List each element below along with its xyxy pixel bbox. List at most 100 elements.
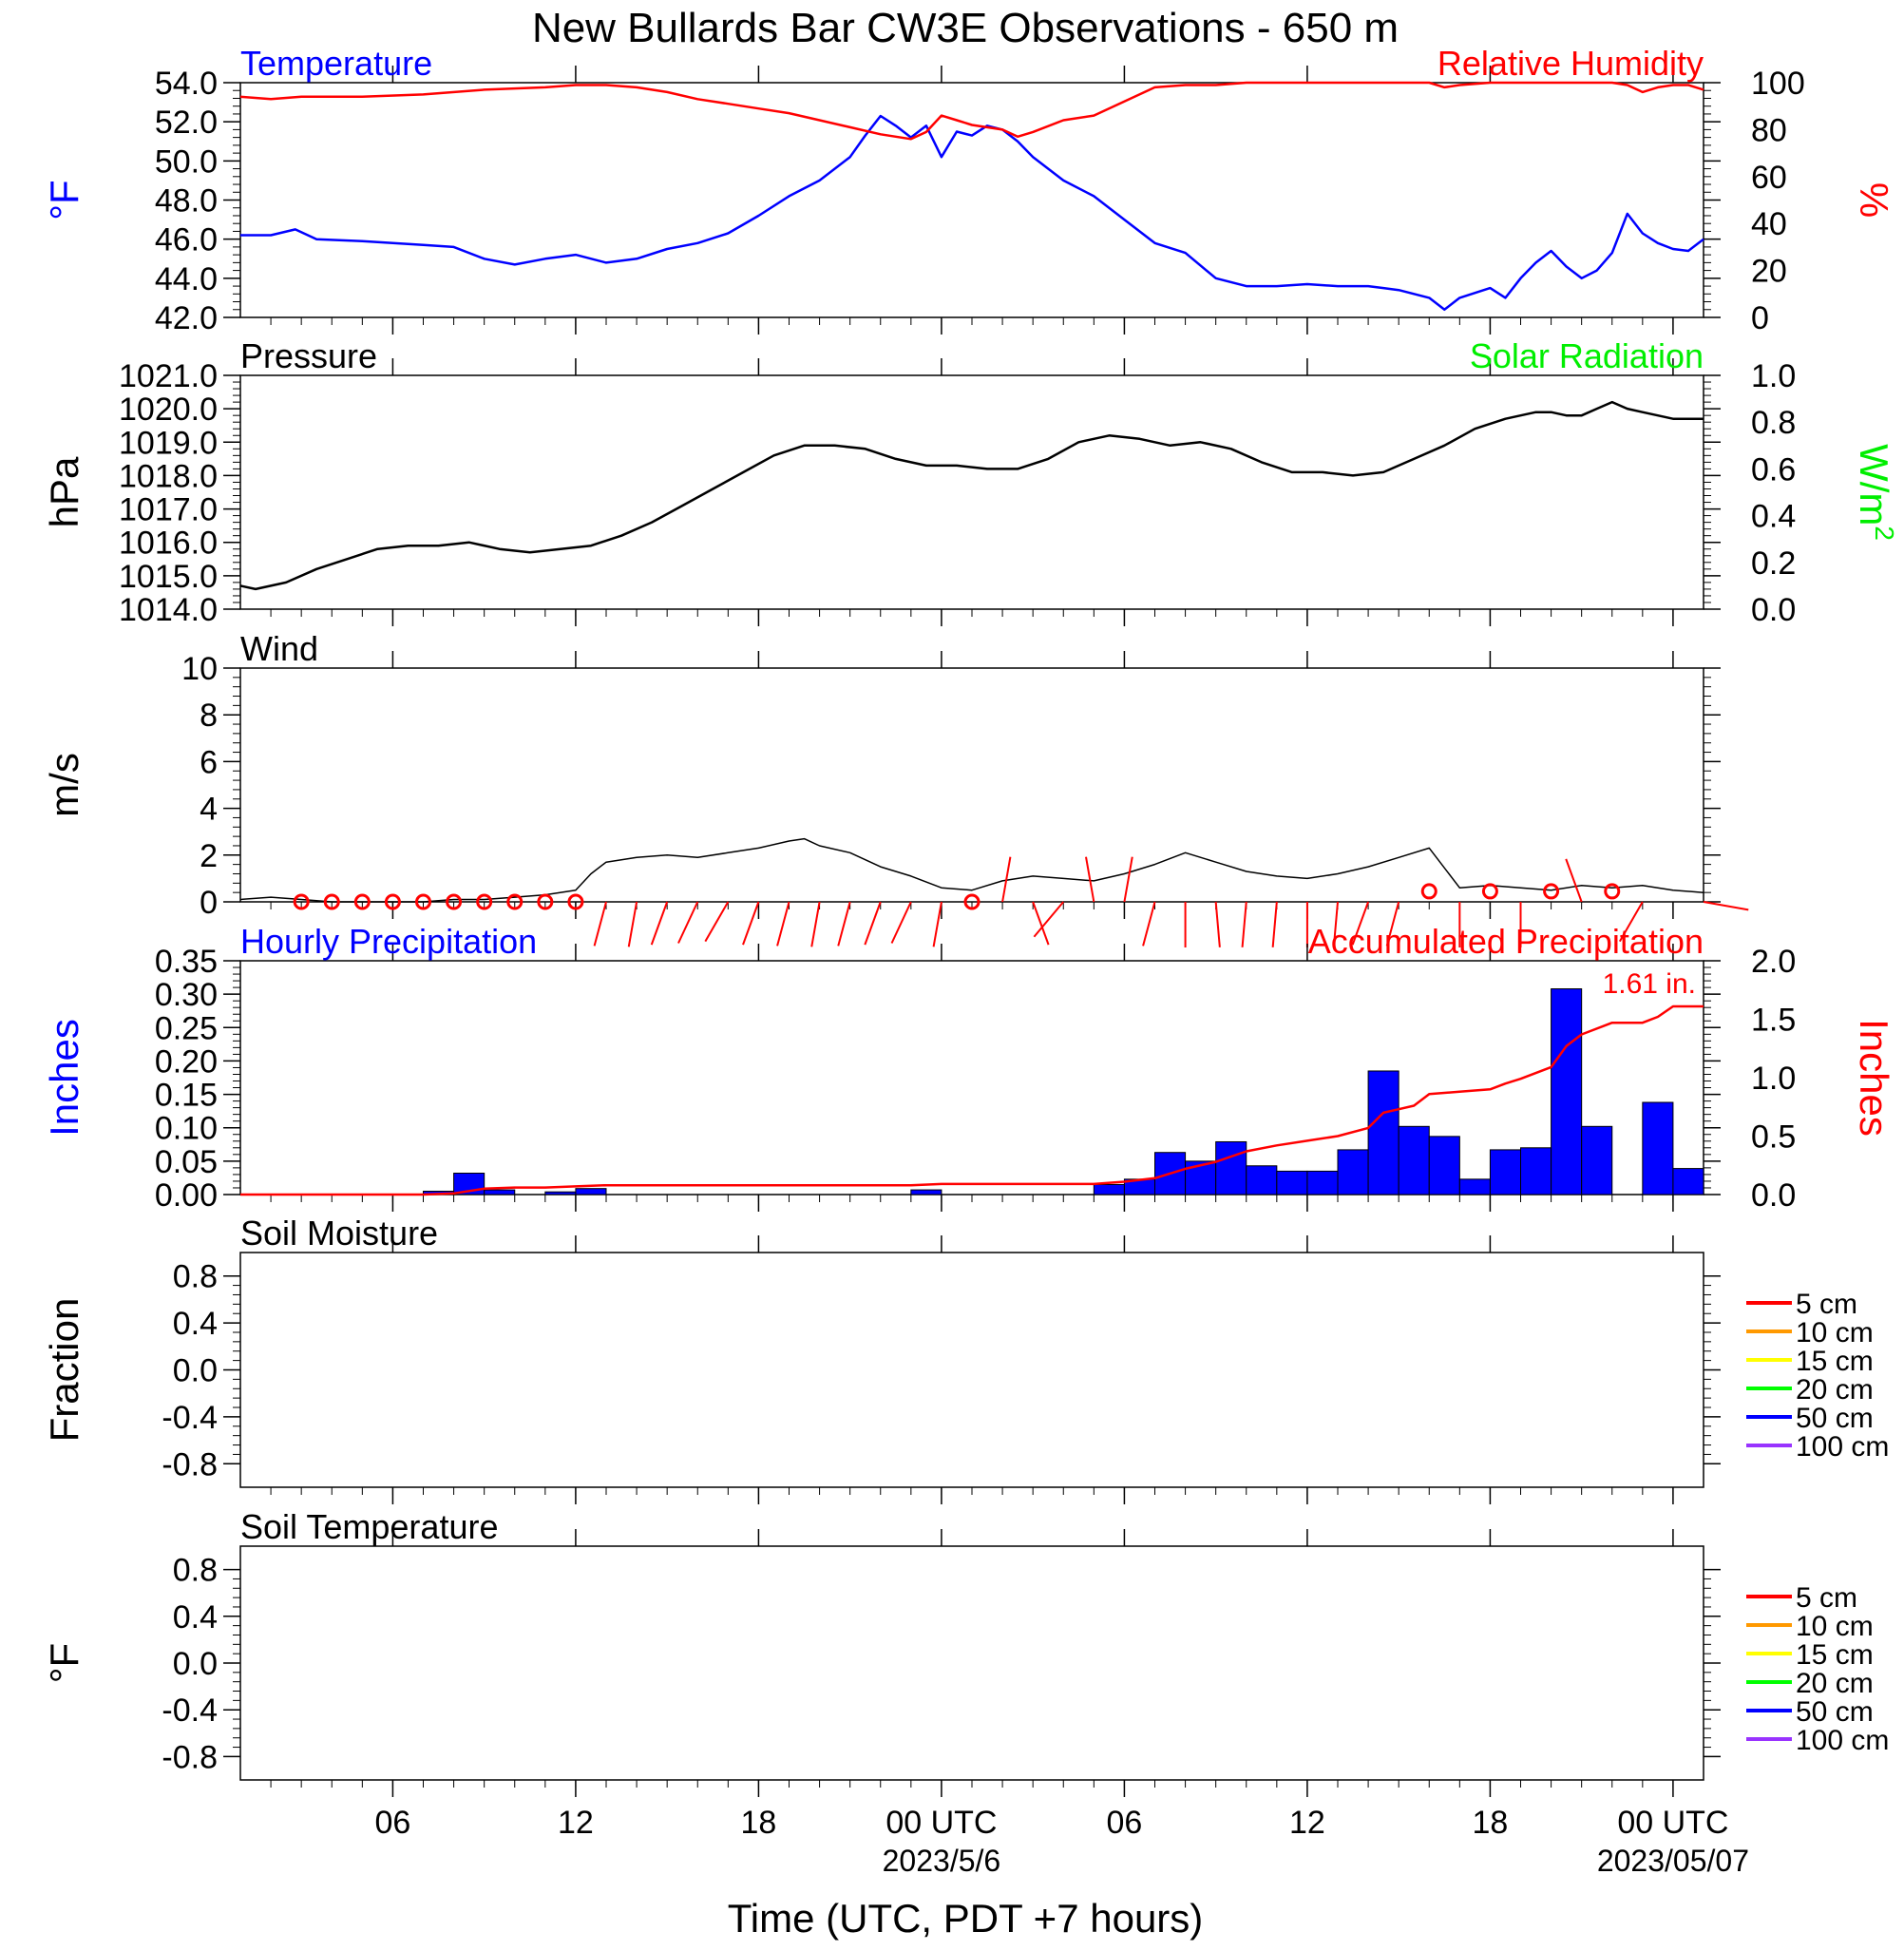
x-tick-label: 00 UTC: [1617, 1805, 1728, 1841]
y-right-tick-label: 0.5: [1751, 1119, 1796, 1156]
y-right-axis-label: %: [1852, 182, 1896, 218]
wind-direction-barb: [704, 901, 730, 943]
wind-direction-barb: [1032, 901, 1050, 946]
hourly-precip-bar: [1306, 1170, 1339, 1195]
wind-direction-barb: [864, 901, 882, 946]
y-left-axis-label: °F: [42, 1643, 86, 1683]
x-tick-label: 00 UTC: [885, 1805, 997, 1841]
chart-title: New Bullards Bar CW3E Observations - 650…: [532, 5, 1399, 51]
wind-direction-barb: [1241, 901, 1247, 947]
panel-wind: 10 8 6 4 2 0 Wind m/s: [42, 629, 1749, 947]
y-left-tick-label: 0.05: [155, 1144, 218, 1180]
hourly-precip-bar: [1489, 1149, 1521, 1195]
y-left-tick-label: 0.00: [155, 1177, 218, 1214]
y-left-tick-label: 1018.0: [119, 458, 218, 494]
calm-wind-marker: [476, 893, 493, 910]
panel-left-label: Pressure: [240, 336, 377, 375]
y-left-tick-label: 0: [200, 885, 218, 921]
x-axis-label: Time (UTC, PDT +7 hours): [728, 1896, 1204, 1941]
temperature-line: [240, 114, 1704, 312]
panel-frame: [239, 960, 1704, 1195]
y-right-tick-label: 0.6: [1751, 451, 1796, 488]
y-left-tick-label: 1017.0: [119, 492, 218, 528]
x-tick-label: 12: [558, 1805, 594, 1841]
y-right-axis-label: W/m2: [1852, 444, 1899, 541]
y-right-tick-label: 2.0: [1751, 944, 1796, 980]
panel-left-label: Hourly Precipitation: [240, 922, 537, 961]
pressure-line: [239, 400, 1704, 591]
panel-left-label: Soil Temperature: [240, 1507, 498, 1546]
x-date-label: 2023/05/07: [1597, 1844, 1749, 1878]
humidity-line: [239, 81, 1704, 141]
wind-direction-barb: [837, 901, 851, 947]
y-left-tick-label: 10: [181, 651, 218, 687]
panel-left-label: Temperature: [240, 44, 432, 83]
y-left-tick-label: 0.20: [155, 1043, 218, 1080]
y-right-tick-label: 40: [1751, 206, 1787, 242]
calm-wind-marker: [537, 893, 554, 910]
calm-wind-marker: [353, 893, 371, 910]
panel-frame: [239, 1545, 1704, 1781]
calm-wind-marker: [384, 893, 401, 910]
y-left-tick-label: 0.15: [155, 1078, 218, 1114]
y-left-tick-label: -0.8: [162, 1446, 218, 1482]
hourly-precip-bar: [1337, 1149, 1369, 1195]
y-left-tick-label: 0.4: [173, 1599, 218, 1635]
y-left-tick-label: 1014.0: [119, 592, 218, 628]
wind-direction-barb: [1565, 858, 1583, 903]
y-left-tick-label: 1015.0: [119, 559, 218, 595]
wind-direction-barb: [1332, 901, 1339, 947]
legend-label: 10 cm: [1796, 1317, 1874, 1348]
legend-label: 15 cm: [1796, 1639, 1874, 1671]
wind-speed-line: [239, 837, 1704, 903]
y-left-tick-label: 6: [200, 744, 218, 780]
hourly-precip-bar: [1154, 1152, 1187, 1195]
legend-label: 5 cm: [1796, 1289, 1857, 1320]
y-left-tick-label: 1016.0: [119, 526, 218, 562]
wind-direction-barb: [1033, 901, 1065, 938]
y-left-axis-label: °F: [42, 180, 86, 220]
x-date-label: 2023/5/6: [883, 1844, 1001, 1878]
x-tick-label: 18: [1473, 1805, 1509, 1841]
calm-wind-marker: [446, 893, 463, 910]
wind-direction-barb: [1001, 856, 1012, 903]
legend-label: 20 cm: [1796, 1668, 1874, 1699]
y-right-tick-label: 1.0: [1751, 358, 1796, 394]
y-right-tick-label: 0.4: [1751, 499, 1796, 535]
wind-direction-barb: [1271, 901, 1278, 947]
panel-precipitation: 0.350.300.250.200.150.100.050.00 Hourly P…: [42, 922, 1896, 1214]
legend-label: 15 cm: [1796, 1346, 1874, 1377]
panel-frame: [239, 374, 1704, 610]
panel-frame: [239, 1252, 1704, 1488]
hourly-precip-bar: [1672, 1168, 1704, 1195]
legend-label: 100 cm: [1796, 1725, 1889, 1756]
calm-wind-marker: [1420, 883, 1438, 900]
y-right-tick-label: 0: [1751, 300, 1769, 336]
calm-wind-marker: [506, 893, 524, 910]
hourly-precip-bar: [484, 1189, 516, 1195]
panel-pressure_solar: 1021.01020.01019.01018.01017.01016.01015…: [42, 336, 1899, 628]
hourly-precip-bar: [1581, 1125, 1613, 1195]
panel-right-label: Accumulated Precipitation: [1308, 922, 1704, 961]
y-right-tick-label: 80: [1751, 112, 1787, 148]
y-left-tick-label: 0.0: [173, 1353, 218, 1389]
panel-temperature_humidity: 54.052.050.048.046.044.042.0 Temperature R…: [42, 44, 1896, 336]
y-right-axis-label-superscript: 2: [1870, 526, 1899, 541]
wind-direction-barb: [1142, 901, 1156, 947]
y-left-tick-label: 0.25: [155, 1010, 218, 1046]
panel-right-label: Relative Humidity: [1438, 44, 1704, 83]
y-right-tick-label: 0.0: [1751, 1177, 1796, 1214]
wind-direction-barb: [1618, 901, 1644, 943]
y-left-tick-label: 1020.0: [119, 392, 218, 428]
hourly-precip-bar: [1520, 1147, 1552, 1195]
y-left-tick-label: 0.10: [155, 1111, 218, 1147]
hourly-precip-bar: [544, 1191, 577, 1195]
hourly-precip-bar: [1215, 1140, 1247, 1195]
legend-label: 100 cm: [1796, 1431, 1889, 1463]
accumulated-precip-line: [240, 1004, 1704, 1196]
y-left-axis-label: Inches: [42, 1019, 86, 1137]
accumulated-total-label: 1.61 in.: [1603, 968, 1696, 1000]
